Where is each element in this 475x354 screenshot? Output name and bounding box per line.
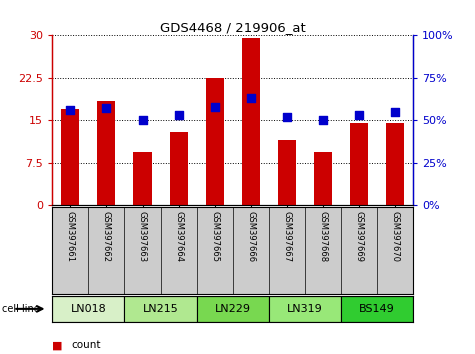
Text: LN229: LN229: [215, 304, 251, 314]
Bar: [197, 296, 269, 322]
Bar: [269, 296, 341, 322]
Title: GDS4468 / 219906_at: GDS4468 / 219906_at: [160, 21, 305, 34]
Bar: [97, 101, 115, 205]
Text: GSM397661: GSM397661: [66, 211, 75, 262]
Text: GSM397663: GSM397663: [138, 211, 147, 263]
Point: [283, 114, 291, 120]
Text: GSM397665: GSM397665: [210, 211, 219, 262]
Text: count: count: [71, 340, 101, 350]
Point: [319, 118, 327, 123]
Text: cell line: cell line: [2, 304, 40, 314]
Point: [247, 96, 255, 101]
Bar: [133, 152, 152, 205]
Text: BS149: BS149: [359, 304, 395, 314]
Bar: [350, 123, 368, 205]
Point: [211, 104, 218, 110]
Point: [175, 113, 182, 118]
Text: GSM397670: GSM397670: [391, 211, 399, 262]
Text: GSM397669: GSM397669: [355, 211, 363, 262]
Bar: [341, 296, 413, 322]
Bar: [386, 123, 404, 205]
Bar: [124, 296, 197, 322]
Text: GSM397668: GSM397668: [319, 211, 327, 263]
Bar: [61, 109, 79, 205]
Point: [355, 113, 363, 118]
Text: GSM397664: GSM397664: [174, 211, 183, 262]
Text: LN018: LN018: [70, 304, 106, 314]
Text: GSM397666: GSM397666: [247, 211, 255, 263]
Text: ■: ■: [52, 340, 63, 350]
Bar: [278, 140, 296, 205]
Bar: [170, 132, 188, 205]
Text: LN319: LN319: [287, 304, 323, 314]
Text: LN215: LN215: [142, 304, 179, 314]
Point: [66, 107, 74, 113]
Text: GSM397662: GSM397662: [102, 211, 111, 262]
Point: [139, 118, 146, 123]
Bar: [242, 38, 260, 205]
Bar: [206, 78, 224, 205]
Bar: [52, 296, 124, 322]
Text: GSM397667: GSM397667: [283, 211, 291, 263]
Point: [103, 105, 110, 111]
Bar: [314, 152, 332, 205]
Point: [391, 109, 399, 115]
